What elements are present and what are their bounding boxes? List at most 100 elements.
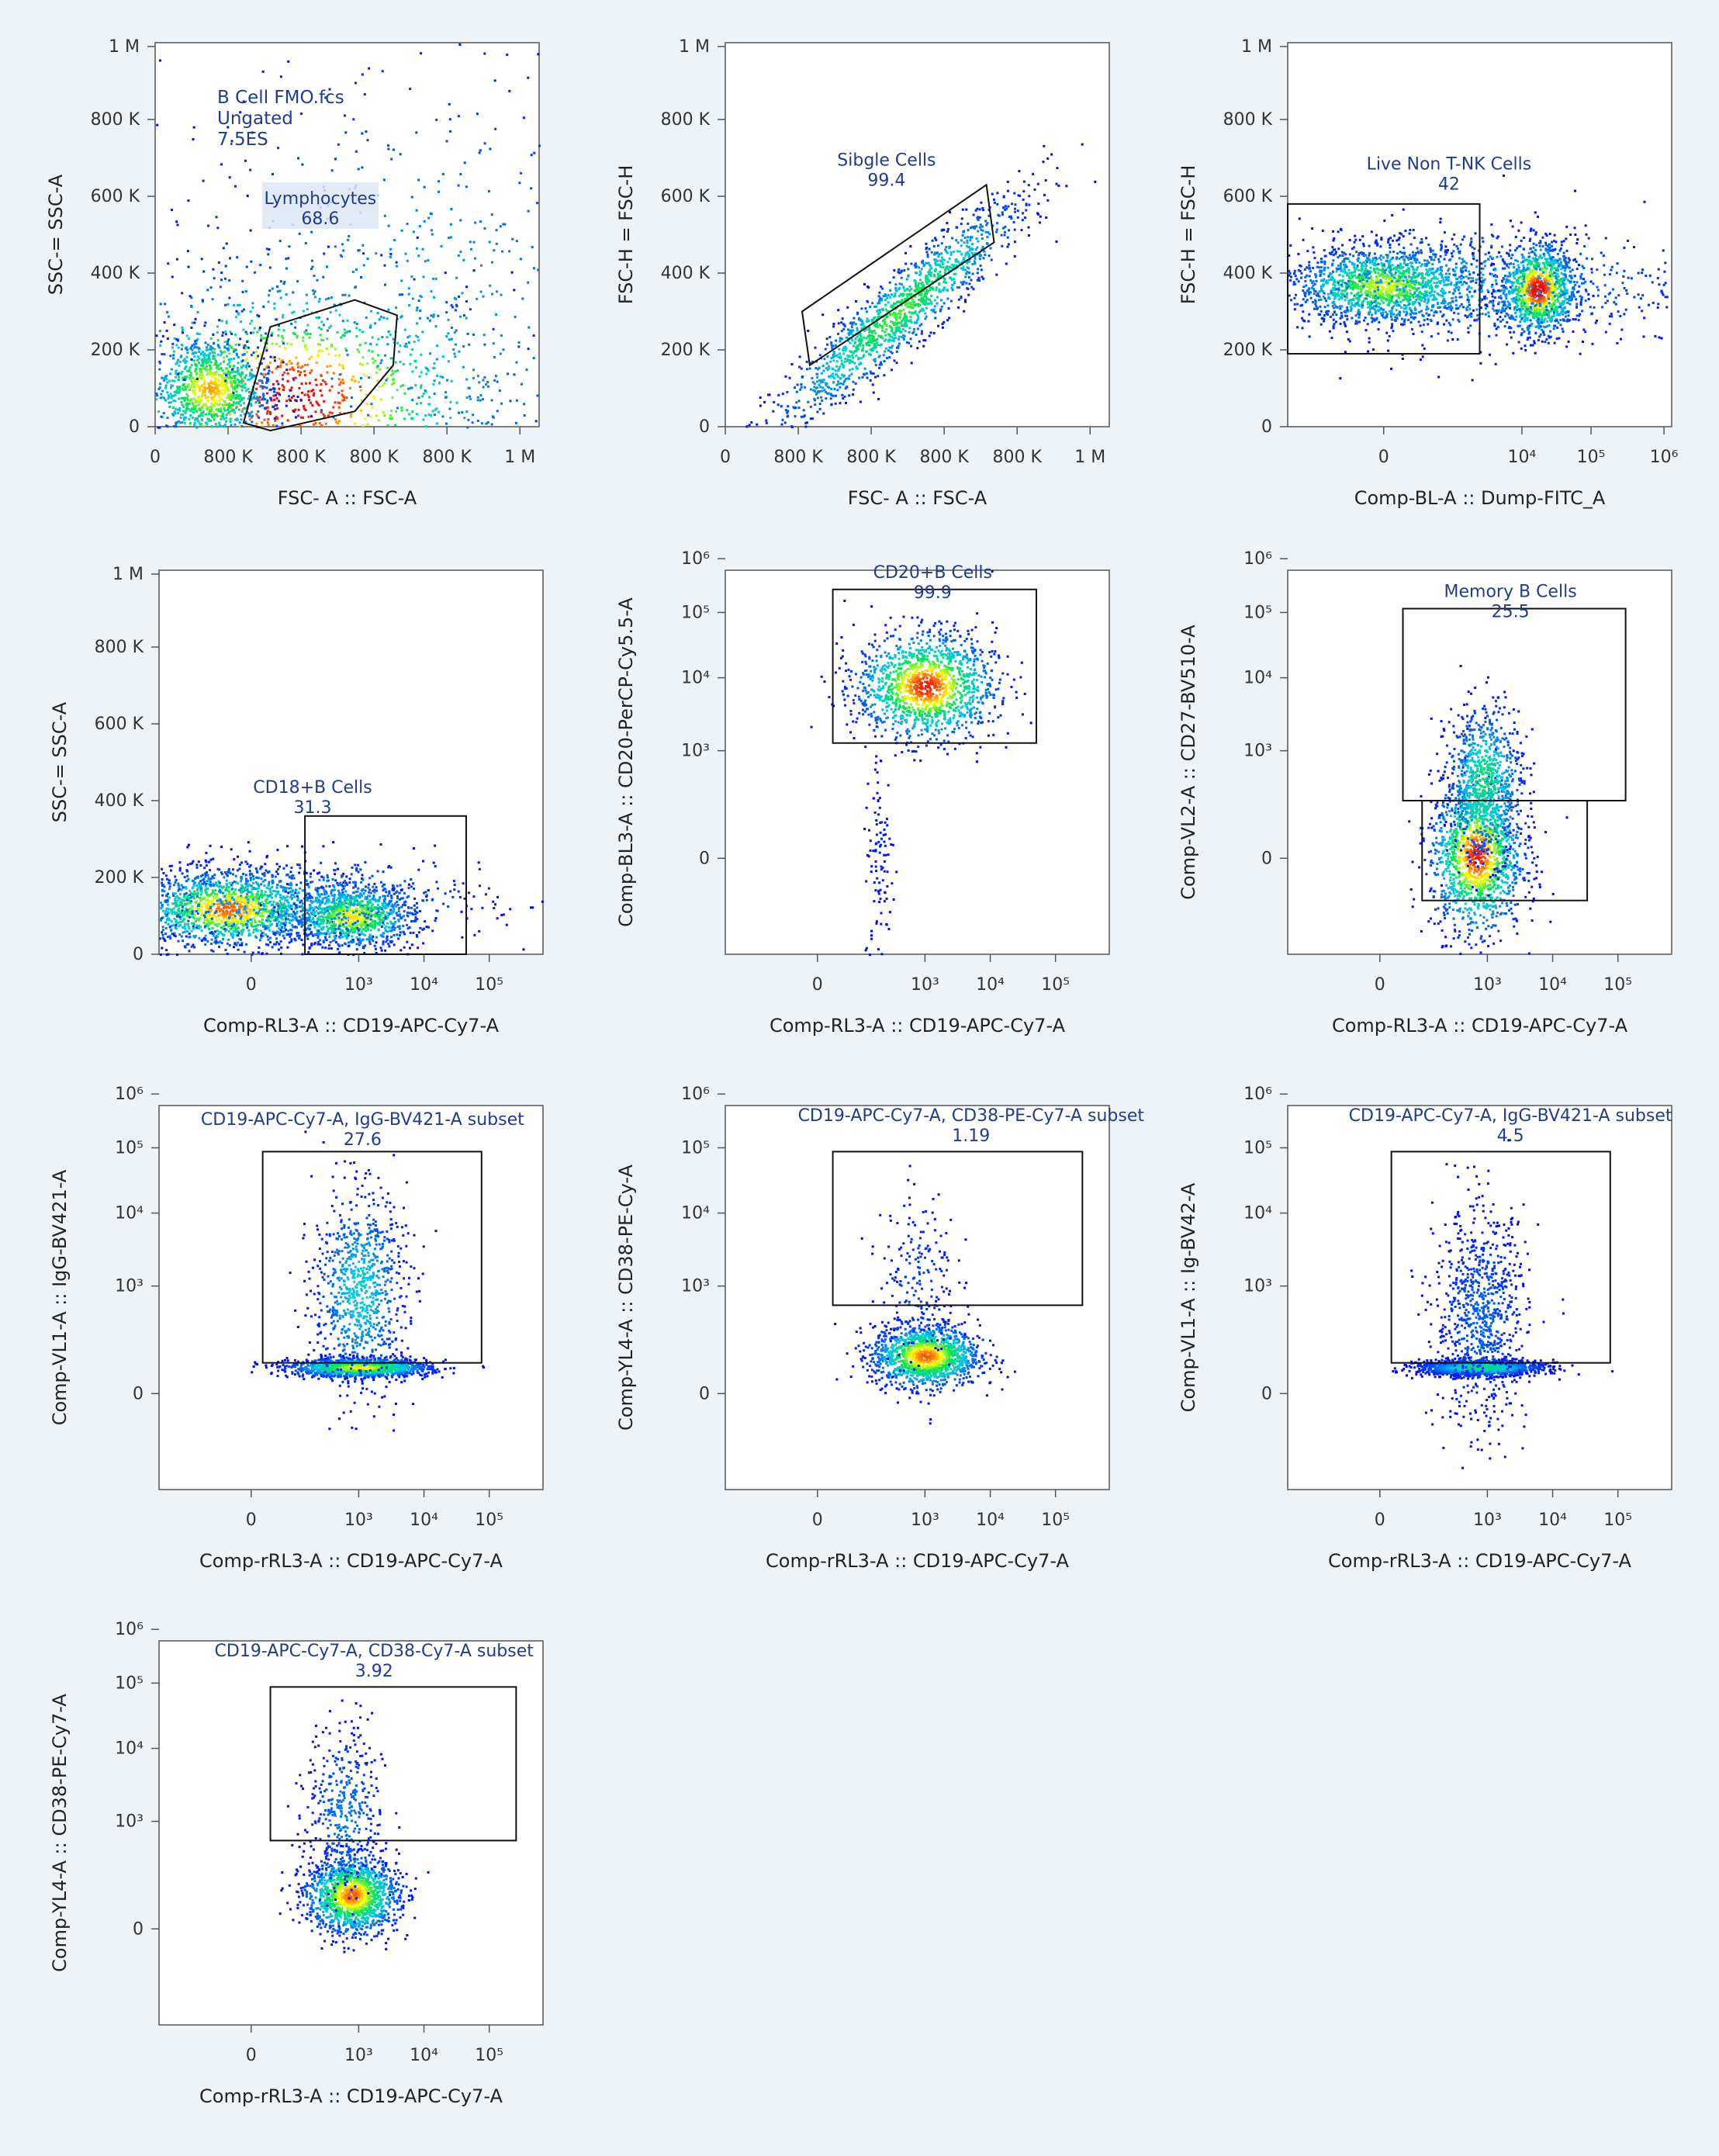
event-dot xyxy=(313,393,315,395)
event-dot xyxy=(192,352,195,355)
event-dot xyxy=(301,382,303,385)
event-dot xyxy=(468,344,470,346)
event-dot xyxy=(290,389,292,392)
event-dot xyxy=(212,334,214,336)
event-dot xyxy=(380,398,382,400)
event-dot xyxy=(195,368,198,370)
event-dot xyxy=(278,400,280,402)
event-dot xyxy=(245,359,247,362)
event-dot xyxy=(235,349,237,351)
event-dot xyxy=(308,399,310,401)
event-dot xyxy=(206,400,209,402)
event-dot xyxy=(216,361,218,363)
event-dot xyxy=(282,361,285,363)
event-dot xyxy=(372,395,375,397)
event-dot xyxy=(295,356,297,358)
event-dot xyxy=(182,331,184,334)
event-dot xyxy=(233,380,235,382)
event-dot xyxy=(295,377,297,379)
event-dot xyxy=(178,379,180,382)
event-dot xyxy=(220,362,222,365)
event-dot xyxy=(161,390,164,393)
event-dot xyxy=(202,414,204,417)
event-dot xyxy=(271,332,273,334)
event-dot xyxy=(183,419,185,421)
event-dot xyxy=(218,373,220,375)
panel-1: Lymphocytes68.6B Cell FMO.fcsUngated7.5E… xyxy=(45,37,541,509)
event-dot xyxy=(234,334,237,336)
event-dot xyxy=(163,379,165,382)
event-dot xyxy=(209,390,211,393)
event-dot xyxy=(392,396,394,399)
event-dot xyxy=(396,342,399,344)
event-dot xyxy=(346,331,348,334)
event-dot xyxy=(250,310,252,313)
event-dot xyxy=(375,344,378,346)
event-dot xyxy=(202,393,204,396)
event-dot xyxy=(338,383,341,386)
event-dot xyxy=(177,412,179,414)
event-dot xyxy=(308,396,310,398)
event-dot xyxy=(431,314,433,317)
event-dot xyxy=(216,403,219,405)
event-dot xyxy=(283,329,285,331)
event-dot xyxy=(169,372,171,375)
event-dot xyxy=(189,422,192,424)
event-dot xyxy=(186,348,189,351)
event-dot xyxy=(292,332,295,334)
event-dot xyxy=(432,367,434,369)
event-dot xyxy=(326,372,328,374)
event-dot xyxy=(282,317,284,319)
event-dot xyxy=(167,262,169,265)
event-dot xyxy=(451,304,453,306)
event-dot xyxy=(311,404,313,407)
event-dot xyxy=(361,330,364,333)
event-dot xyxy=(155,398,157,400)
event-dot xyxy=(510,400,512,402)
event-dot xyxy=(242,354,244,356)
event-dot xyxy=(182,403,184,406)
event-dot xyxy=(238,401,240,403)
event-dot xyxy=(444,272,447,274)
event-dot xyxy=(199,423,201,425)
event-dot xyxy=(185,417,187,419)
event-dot xyxy=(218,261,220,264)
event-dot xyxy=(310,333,312,335)
event-dot xyxy=(197,311,199,313)
event-dot xyxy=(419,375,421,378)
event-dot xyxy=(226,322,228,324)
event-dot xyxy=(394,424,396,427)
event-dot xyxy=(277,290,279,292)
event-dot xyxy=(289,369,291,371)
event-dot xyxy=(316,362,318,364)
event-dot xyxy=(225,368,227,370)
event-dot xyxy=(215,423,217,425)
event-dot xyxy=(289,303,291,306)
event-dot xyxy=(365,375,368,377)
event-dot xyxy=(269,411,272,414)
event-dot xyxy=(316,317,318,319)
event-dot xyxy=(436,422,438,424)
event-dot xyxy=(217,354,220,356)
event-dot xyxy=(320,328,323,330)
event-dot xyxy=(423,393,425,395)
event-dot xyxy=(341,379,344,381)
event-dot xyxy=(216,331,219,334)
event-dot xyxy=(246,365,248,367)
event-dot xyxy=(362,252,365,254)
event-dot xyxy=(377,354,379,356)
event-dot xyxy=(413,341,416,343)
event-dot xyxy=(313,424,315,426)
event-dot xyxy=(414,360,417,362)
event-dot xyxy=(384,284,386,286)
event-dot xyxy=(294,320,296,323)
event-dot xyxy=(252,306,254,309)
event-dot xyxy=(186,351,189,354)
event-dot xyxy=(279,366,282,369)
event-dot xyxy=(399,386,402,388)
event-dot xyxy=(389,334,392,336)
event-dot xyxy=(216,415,219,417)
event-dot xyxy=(210,337,213,340)
event-dot xyxy=(215,371,217,373)
event-dot xyxy=(323,253,325,255)
